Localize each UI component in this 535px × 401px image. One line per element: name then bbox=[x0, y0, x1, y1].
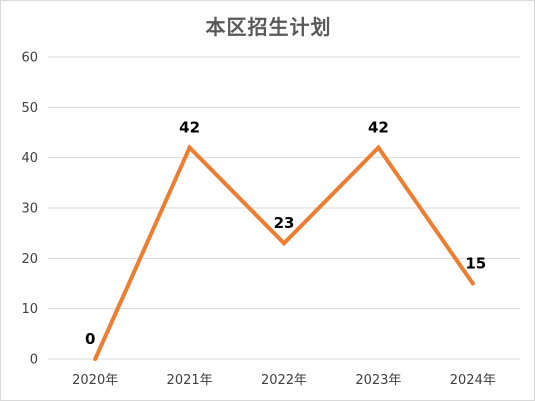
data-point bbox=[93, 357, 98, 361]
data-label: 42 bbox=[179, 119, 200, 137]
data-label: 23 bbox=[274, 214, 295, 232]
data-point bbox=[376, 145, 381, 150]
data-label: 15 bbox=[465, 255, 486, 273]
data-label: 0 bbox=[85, 330, 95, 348]
data-point bbox=[470, 281, 475, 286]
x-tick-label: 2022年 bbox=[261, 373, 307, 388]
data-point bbox=[187, 145, 192, 150]
data-label: 42 bbox=[368, 119, 389, 137]
y-tick-label: 0 bbox=[30, 353, 38, 368]
data-point bbox=[282, 241, 286, 246]
y-axis: 0 10 20 30 40 50 60 bbox=[21, 51, 38, 368]
y-tick-label: 40 bbox=[21, 151, 38, 166]
chart-title: 本区招生计划 bbox=[205, 15, 332, 39]
x-tick-label: 2024年 bbox=[450, 373, 496, 388]
y-tick-label: 10 bbox=[21, 302, 38, 317]
y-tick-label: 30 bbox=[21, 202, 38, 217]
x-tick-label: 2023年 bbox=[355, 373, 401, 388]
x-tick-label: 2021年 bbox=[167, 373, 213, 388]
data-labels: 0 42 23 42 15 bbox=[85, 119, 486, 348]
y-tick-label: 50 bbox=[21, 101, 38, 116]
series bbox=[93, 144, 475, 361]
x-tick-label: 2020年 bbox=[72, 373, 118, 388]
series-line bbox=[93, 144, 475, 360]
y-tick-label: 60 bbox=[21, 51, 38, 66]
x-axis: 2020年 2021年 2022年 2023年 2024年 bbox=[72, 373, 496, 388]
y-tick-label: 20 bbox=[21, 252, 38, 267]
gridlines bbox=[48, 56, 520, 360]
